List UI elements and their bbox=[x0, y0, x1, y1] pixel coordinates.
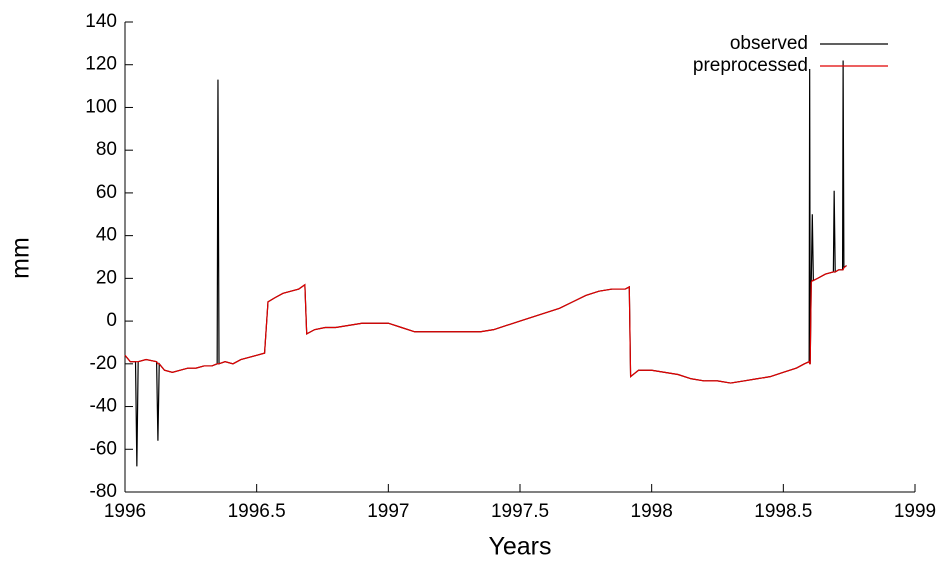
x-tick-label: 1998.5 bbox=[754, 501, 812, 522]
legend-label: observed bbox=[730, 33, 808, 54]
series-line bbox=[124, 265, 847, 384]
y-tick-label: -20 bbox=[90, 353, 117, 374]
y-tick-label: 80 bbox=[96, 139, 117, 160]
x-tick-label: 1997 bbox=[367, 501, 409, 522]
y-axis-title: mm bbox=[7, 237, 35, 279]
x-axis-title: Years bbox=[488, 533, 551, 561]
series-line bbox=[124, 60, 847, 467]
x-tick-label: 1996.5 bbox=[228, 501, 286, 522]
legend-label: preprocessed bbox=[693, 55, 808, 76]
x-tick-label: 1998 bbox=[631, 501, 673, 522]
y-tick-label: 0 bbox=[106, 310, 117, 331]
y-tick-label: 40 bbox=[96, 225, 117, 246]
x-tick-label: 1999 bbox=[894, 501, 936, 522]
x-tick-label: 1997.5 bbox=[491, 501, 549, 522]
y-tick-label: 20 bbox=[96, 267, 117, 288]
x-tick-label: 1996 bbox=[104, 501, 146, 522]
y-tick-label: 100 bbox=[85, 96, 117, 117]
y-tick-label: 140 bbox=[85, 11, 117, 32]
y-tick-label: -60 bbox=[90, 438, 117, 459]
y-tick-label: -80 bbox=[90, 481, 117, 502]
y-tick-label: 60 bbox=[96, 182, 117, 203]
y-tick-label: -40 bbox=[90, 396, 117, 417]
y-tick-label: 120 bbox=[85, 54, 117, 75]
